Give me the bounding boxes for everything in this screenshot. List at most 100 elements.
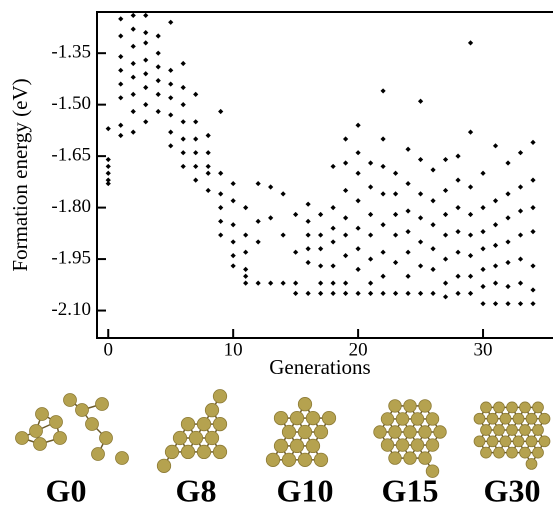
atom [204,430,220,446]
structure-label: G0 [46,472,87,508]
point [405,290,411,296]
atom [473,435,486,448]
point [168,112,174,118]
structure-label: G10 [277,472,334,508]
atom [380,438,395,452]
point [105,126,111,132]
point [255,180,261,187]
point [118,132,124,139]
point [442,294,449,300]
atom [403,451,417,465]
atom [75,403,89,417]
point [268,215,274,221]
atom [273,438,289,454]
point [243,280,249,286]
point [530,287,536,293]
point [505,301,511,307]
point [430,198,436,204]
point [268,280,274,286]
point [455,229,461,235]
atom [425,412,440,426]
point [417,191,424,197]
point [405,180,411,187]
point [392,259,399,266]
point [318,263,324,269]
point [355,225,361,231]
point [255,218,261,224]
atom [388,425,402,439]
point [218,191,224,197]
point [280,280,286,286]
point [492,222,499,228]
point [330,225,336,231]
point [380,290,386,296]
point [343,232,349,238]
atom [525,435,538,448]
atom [172,430,188,446]
point [467,211,474,218]
point [293,280,299,286]
point [417,98,424,104]
point [480,229,486,235]
point [467,40,474,46]
y-tick-label: -2.10 [51,299,91,320]
point [193,177,199,183]
atom [373,425,387,439]
point [155,108,161,115]
point [505,283,511,290]
point [405,208,411,214]
point [243,266,249,272]
y-tick-label: -1.80 [51,196,91,217]
point [230,198,236,204]
atom [49,415,63,429]
point [368,211,374,218]
point [392,232,399,238]
point [355,198,361,204]
point [368,280,374,286]
atom [519,401,531,414]
point [218,170,224,176]
atom [99,431,113,445]
point [118,33,124,39]
point [492,263,499,269]
point [268,184,274,190]
point [530,177,536,183]
atom [265,452,281,467]
point [243,232,249,238]
point [230,180,236,187]
atom [180,444,196,460]
point [368,184,374,190]
point [230,253,236,259]
atom [418,399,432,413]
point [405,273,411,279]
point [230,263,236,269]
point [105,177,111,183]
point [380,136,386,142]
point [467,290,474,296]
point [480,246,486,252]
atom [388,399,402,413]
point [530,205,536,211]
atom [410,412,425,426]
point [380,273,386,279]
atom [180,416,196,432]
point [517,150,524,156]
point [455,153,461,159]
point [318,232,324,238]
atom [289,438,305,454]
point [155,64,161,70]
atom [433,425,447,439]
point [330,205,336,211]
atom [403,425,417,439]
point [368,160,374,166]
point [105,156,111,163]
atom [395,438,410,452]
point [168,19,174,25]
atom [35,407,49,421]
point [355,246,361,252]
point [530,139,536,145]
point [168,67,174,73]
point [180,150,186,156]
point [405,146,411,152]
